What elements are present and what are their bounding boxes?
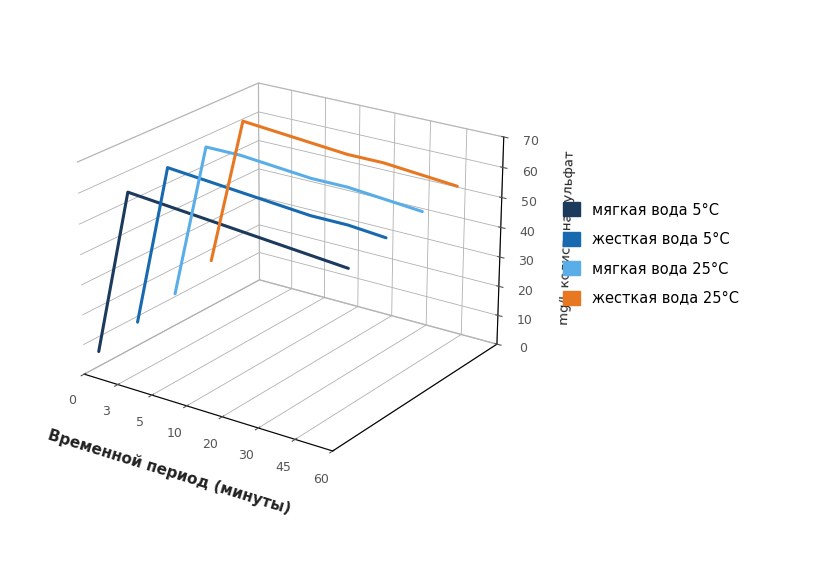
- Legend: мягкая вода 5°C, жесткая вода 5°C, мягкая вода 25°C, жесткая вода 25°C: мягкая вода 5°C, жесткая вода 5°C, мягка…: [556, 196, 744, 311]
- X-axis label: Временной период (минуты): Временной период (минуты): [47, 428, 292, 517]
